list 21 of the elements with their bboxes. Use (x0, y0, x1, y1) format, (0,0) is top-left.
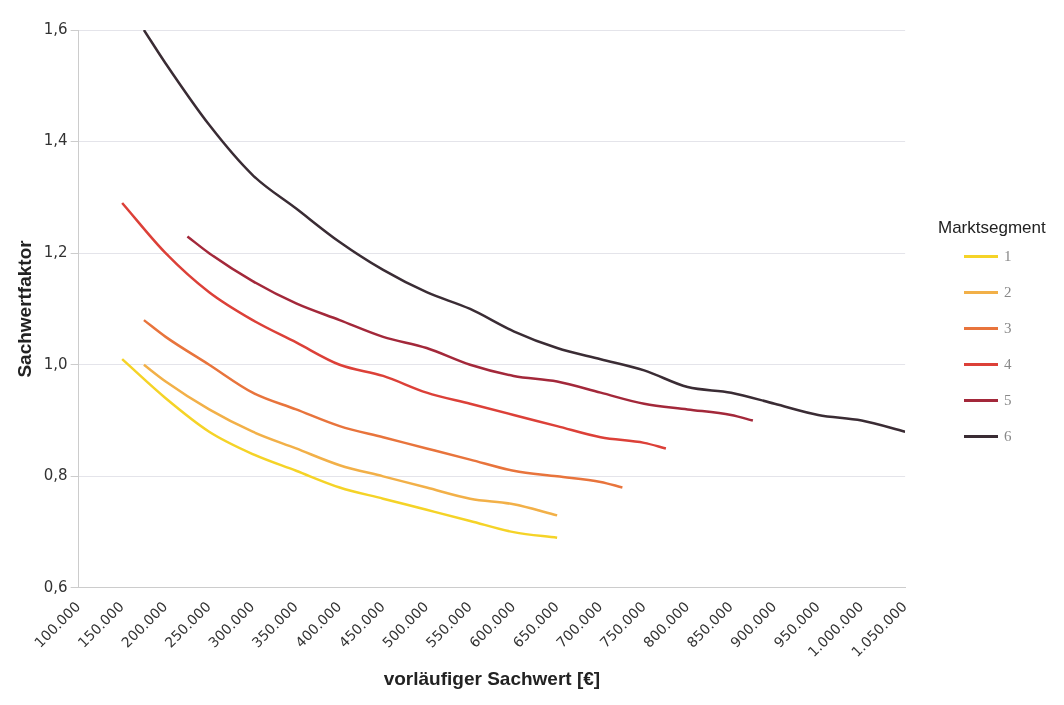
line-series (142, 318, 624, 489)
legend-label: 3 (1004, 320, 1012, 337)
line-series (142, 363, 559, 517)
legend-label: 6 (1004, 428, 1012, 445)
y-tick-label: 1,4 (43, 131, 68, 150)
line-series (186, 235, 755, 422)
y-tick-label: 1,6 (43, 19, 68, 38)
y-axis-title: Sachwertfaktor (13, 239, 35, 378)
legend-label: 1 (1004, 248, 1012, 265)
legend-title: Marktsegment (938, 218, 1046, 238)
x-axis-title: vorläufiger Sachwert [€] (383, 667, 601, 689)
line-series (120, 201, 668, 450)
legend-label: 2 (1004, 284, 1012, 301)
legend-label: 4 (1004, 356, 1012, 373)
line-series (142, 30, 906, 433)
y-tick-label: 0,6 (43, 577, 68, 596)
line-series (120, 357, 559, 539)
legend-label: 5 (1004, 392, 1012, 409)
y-tick-label: 0,8 (43, 466, 68, 485)
y-tick-label: 1,2 (43, 243, 68, 262)
y-tick-label: 1,0 (43, 354, 68, 373)
